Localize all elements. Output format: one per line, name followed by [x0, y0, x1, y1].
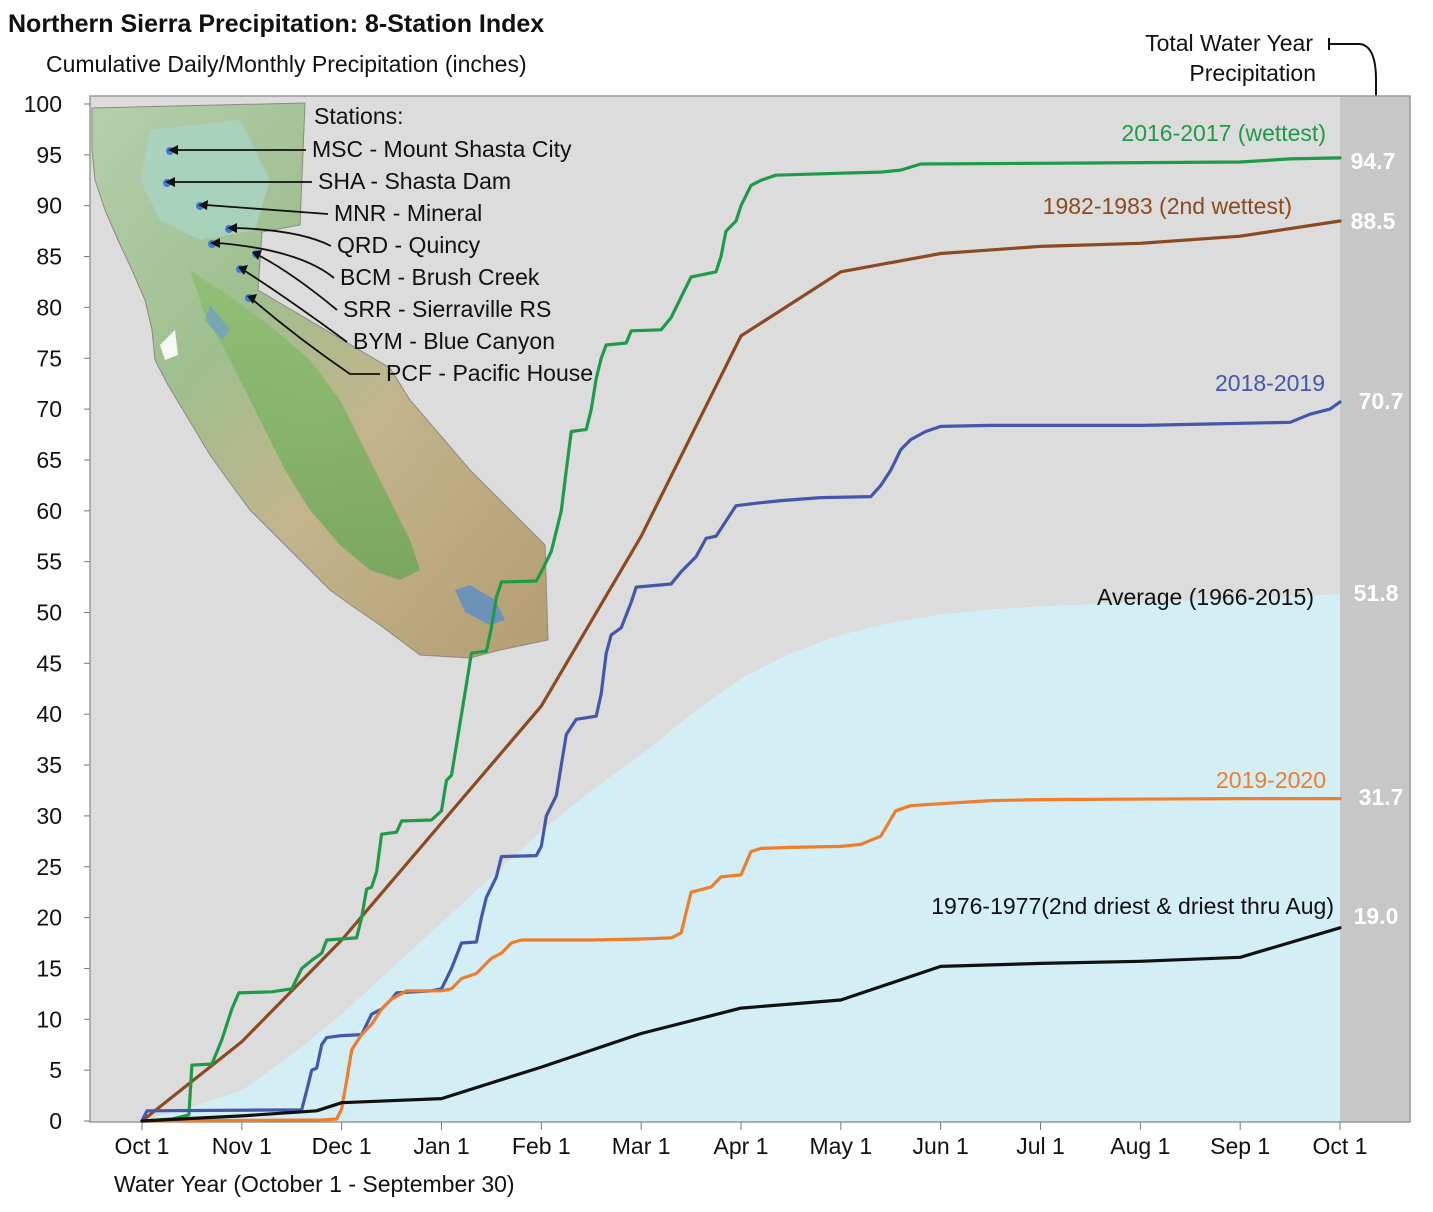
station-arrow-srr [259, 255, 338, 311]
x-tick-label: Apr 1 [714, 1133, 769, 1159]
series-lines [140, 156, 1342, 1123]
x-tick-label: Jan 1 [413, 1133, 469, 1159]
y-tick-label: 25 [36, 854, 62, 880]
series-label-2016-2017: 2016-2017 (wettest) [1121, 120, 1326, 146]
plot-border [89, 95, 1411, 1123]
station-srr: SRR - Sierraville RS [343, 296, 551, 322]
total-header-arrow [1329, 43, 1377, 128]
y-axis: 0 5 10 15 20 25 30 35 40 45 50 55 60 65 70 75 80 85 90 95 10… [24, 91, 90, 1134]
stations-legend: Stations: MSC - Mount Shasta City SHA - … [165, 103, 593, 386]
station-arrow-bcm [217, 242, 335, 279]
y-tick-label: 35 [36, 752, 62, 778]
y-tick-label: 55 [36, 549, 62, 575]
chart-subtitle: Cumulative Daily/Monthly Precipitation (… [46, 51, 527, 77]
y-tick-label: 15 [36, 955, 62, 981]
station-arrow-qrd [234, 227, 332, 247]
y-tick-label: 85 [36, 244, 62, 270]
y-tick-label: 5 [49, 1057, 62, 1083]
series-label-average: Average (1966-2015) [1097, 584, 1314, 610]
series-label-1976-1977: 1976-1977(2nd driest & driest thru Aug) [931, 893, 1334, 919]
x-tick-label: May 1 [810, 1133, 873, 1159]
y-tick-label: 80 [36, 294, 62, 320]
x-tick-label: Jul 1 [1016, 1133, 1065, 1159]
x-tick-label: Aug 1 [1110, 1133, 1170, 1159]
x-axis: Oct 1 Nov 1 Dec 1 Jan 1 Feb 1 Mar 1 Apr 1 May 1… [115, 1122, 1368, 1159]
total-1976-1977: 19.0 [1354, 903, 1399, 929]
x-tick-label: Oct 1 [1313, 1133, 1368, 1159]
y-tick-label: 0 [49, 1108, 62, 1134]
total-2016-2017: 94.7 [1351, 148, 1396, 174]
total-average: 51.8 [1354, 580, 1399, 606]
y-tick-label: 90 [36, 193, 62, 219]
series-label-1982-1983: 1982-1983 (2nd wettest) [1043, 193, 1292, 219]
x-tick-label: Mar 1 [612, 1133, 671, 1159]
station-sha: SHA - Shasta Dam [318, 168, 511, 194]
y-tick-label: 70 [36, 396, 62, 422]
station-mnr: MNR - Mineral [334, 200, 482, 226]
station-bcm: BCM - Brush Creek [340, 264, 540, 290]
station-arrow-mnr [205, 204, 329, 215]
y-tick-label: 20 [36, 905, 62, 931]
station-bym: BYM - Blue Canyon [353, 328, 555, 354]
series-line-2018-2019 [140, 400, 1342, 1123]
total-header-line2: Precipitation [1189, 60, 1316, 86]
series-line-2019-2020 [140, 796, 1342, 1123]
total-column [1340, 96, 1410, 1122]
stations-header: Stations: [314, 103, 404, 129]
y-tick-label: 95 [36, 142, 62, 168]
y-tick-label: 50 [36, 600, 62, 626]
x-tick-label: Dec 1 [312, 1133, 372, 1159]
y-tick-label: 40 [36, 701, 62, 727]
station-arrow-pcf [252, 299, 380, 375]
total-1982-1983: 88.5 [1351, 208, 1396, 234]
total-header-line1: Total Water Year [1145, 30, 1313, 56]
chart-title: Northern Sierra Precipitation: 8-Station… [8, 10, 544, 38]
y-tick-label: 65 [36, 447, 62, 473]
x-tick-label: Nov 1 [212, 1133, 272, 1159]
y-tick-label: 30 [36, 803, 62, 829]
y-tick-label: 60 [36, 498, 62, 524]
station-pcf: PCF - Pacific House [386, 360, 593, 386]
x-axis-title: Water Year (October 1 - September 30) [114, 1171, 515, 1197]
x-tick-label: Sep 1 [1210, 1133, 1270, 1159]
x-tick-label: Jun 1 [913, 1133, 969, 1159]
total-2018-2019: 70.7 [1359, 388, 1404, 414]
series-label-2019-2020: 2019-2020 [1216, 767, 1326, 793]
station-arrow-bym [244, 270, 348, 343]
y-tick-label: 75 [36, 345, 62, 371]
y-tick-label: 10 [36, 1006, 62, 1032]
total-2019-2020: 31.7 [1359, 784, 1404, 810]
series-label-2018-2019: 2018-2019 [1215, 370, 1325, 396]
x-tick-label: Feb 1 [512, 1133, 571, 1159]
x-tick-label: Oct 1 [115, 1133, 170, 1159]
series-line-2016-2017 [140, 156, 1342, 1123]
station-msc: MSC - Mount Shasta City [312, 136, 572, 162]
y-tick-label: 45 [36, 650, 62, 676]
y-tick-label: 100 [24, 91, 62, 117]
station-qrd: QRD - Quincy [337, 232, 481, 258]
series-line-1976-1977 [140, 926, 1342, 1123]
